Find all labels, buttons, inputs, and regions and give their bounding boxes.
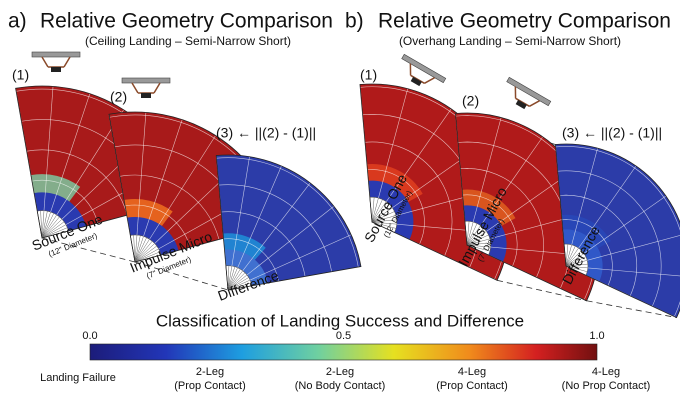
- colorbar-tick-label: 0.0: [82, 330, 97, 342]
- ceiling: [402, 54, 446, 82]
- plot-index: (2): [462, 93, 479, 109]
- class-name: 4-Leg: [592, 366, 620, 378]
- drone-icon: [499, 77, 551, 118]
- plot-index: (3) ← ||(2) - (1)||: [562, 125, 662, 141]
- panel-title: Relative Geometry Comparison: [378, 10, 671, 33]
- ceiling: [32, 52, 80, 57]
- plot-index: (1): [360, 67, 377, 83]
- colorbar-tick-label: 1.0: [589, 330, 604, 342]
- drone-legs: [132, 83, 160, 93]
- figure: a)Relative Geometry Comparison(Ceiling L…: [0, 0, 680, 400]
- drone-body: [51, 67, 61, 72]
- drone-legs: [42, 57, 70, 67]
- class-name: Landing Failure: [40, 372, 116, 384]
- plot-index: (3) ← ||(2) - (1)||: [216, 125, 316, 141]
- drone-icon: [122, 78, 170, 98]
- panel-title: Relative Geometry Comparison: [40, 10, 333, 33]
- class-name: 2-Leg: [326, 366, 354, 378]
- drone-body: [141, 93, 151, 98]
- panel-letter: b): [345, 10, 364, 33]
- class-name: 2-Leg: [196, 366, 224, 378]
- panel-subtitle: (Ceiling Landing – Semi-Narrow Short): [85, 34, 291, 48]
- ceiling: [507, 77, 551, 105]
- panel-letter: a): [8, 10, 27, 33]
- colorbar-title: Classification of Landing Success and Di…: [156, 311, 524, 330]
- panel-subtitle: (Overhang Landing – Semi-Narrow Short): [399, 34, 621, 48]
- class-name: 4-Leg: [458, 366, 486, 378]
- class-detail: (Prop Contact): [174, 380, 246, 392]
- plot-index: (1): [12, 67, 29, 83]
- ceiling: [122, 78, 170, 83]
- colorbar-tick-label: 0.5: [336, 330, 351, 342]
- plot-index: (2): [110, 89, 127, 105]
- class-detail: (No Body Contact): [295, 380, 385, 392]
- class-detail: (No Prop Contact): [562, 380, 651, 392]
- class-detail: (Prop Contact): [436, 380, 508, 392]
- drone-icon: [32, 52, 80, 72]
- colorbar: [90, 344, 597, 360]
